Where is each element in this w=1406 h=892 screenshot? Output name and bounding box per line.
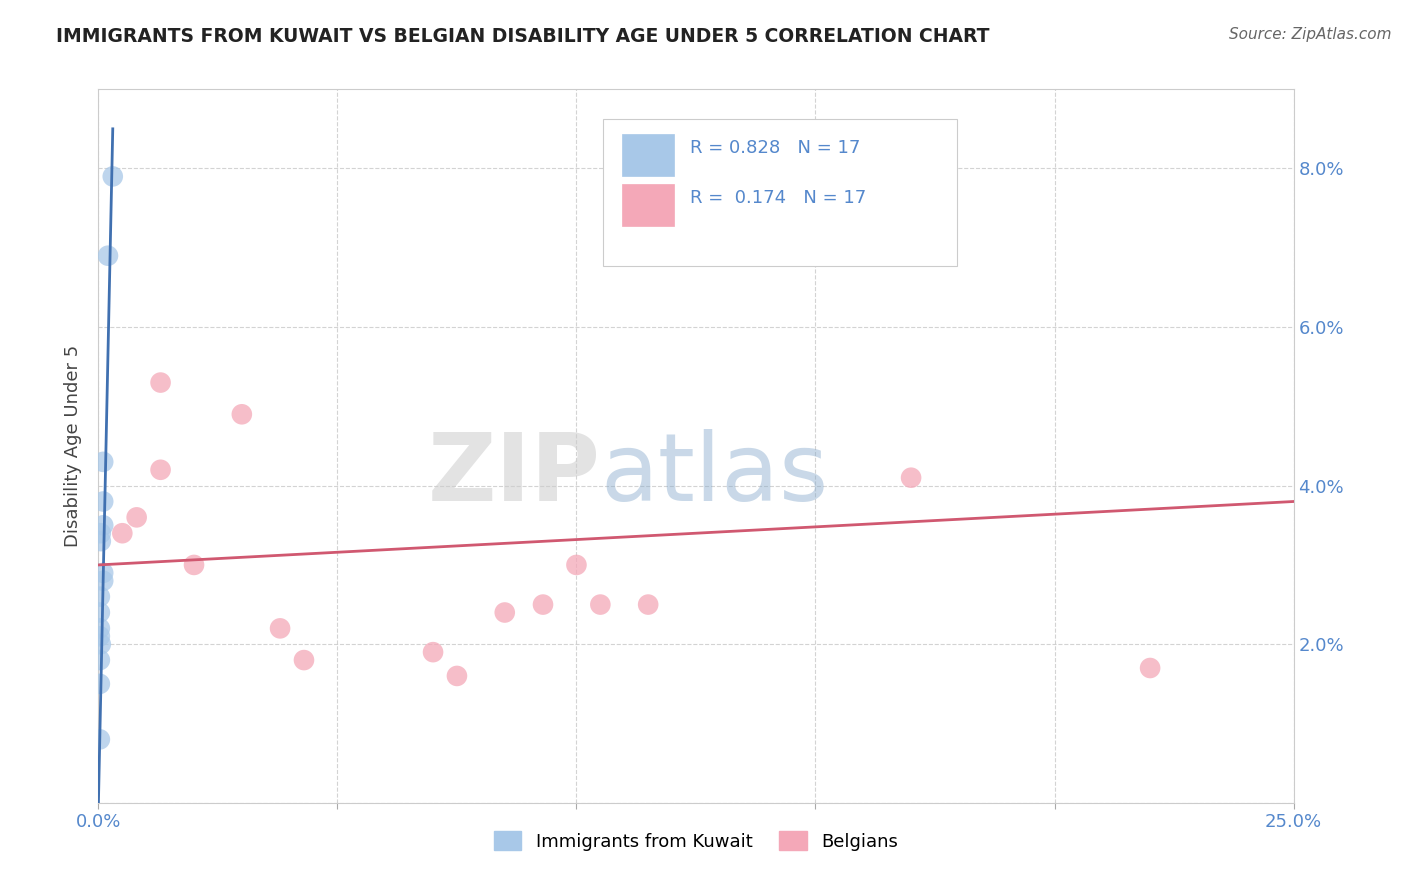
Y-axis label: Disability Age Under 5: Disability Age Under 5 (65, 345, 83, 547)
Text: IMMIGRANTS FROM KUWAIT VS BELGIAN DISABILITY AGE UNDER 5 CORRELATION CHART: IMMIGRANTS FROM KUWAIT VS BELGIAN DISABI… (56, 27, 990, 45)
Point (1139, 661, 1161, 675)
Point (231, 407, 253, 421)
Point (422, 645, 444, 659)
Point (494, 606, 516, 620)
Point (89, 621, 111, 635)
Point (90, 526, 112, 541)
Legend: Immigrants from Kuwait, Belgians: Immigrants from Kuwait, Belgians (486, 824, 905, 858)
Point (91, 574, 114, 588)
Text: atlas: atlas (600, 428, 828, 521)
FancyBboxPatch shape (621, 184, 675, 227)
Point (91, 518, 114, 533)
Point (149, 376, 172, 390)
Point (269, 621, 291, 635)
Point (292, 653, 315, 667)
Point (90, 534, 112, 549)
FancyBboxPatch shape (603, 120, 956, 266)
Text: ZIP: ZIP (427, 428, 600, 521)
Text: R =  0.174   N = 17: R = 0.174 N = 17 (690, 189, 866, 207)
Point (101, 169, 124, 184)
Point (89, 732, 111, 747)
Point (589, 598, 612, 612)
Point (91, 494, 114, 508)
Point (89, 590, 111, 604)
Point (531, 598, 554, 612)
Point (90, 637, 112, 651)
Point (900, 471, 922, 485)
Text: R = 0.828   N = 17: R = 0.828 N = 17 (690, 139, 860, 157)
Point (97, 249, 120, 263)
Point (446, 669, 468, 683)
Point (149, 463, 172, 477)
Point (91, 455, 114, 469)
Point (89, 629, 111, 643)
Point (125, 510, 148, 524)
Point (89, 677, 111, 691)
Point (111, 526, 134, 541)
Point (183, 558, 205, 572)
Text: Source: ZipAtlas.com: Source: ZipAtlas.com (1229, 27, 1392, 42)
Point (89, 606, 111, 620)
FancyBboxPatch shape (621, 134, 675, 177)
Point (637, 598, 659, 612)
Point (565, 558, 588, 572)
Point (89, 653, 111, 667)
Point (91, 566, 114, 580)
